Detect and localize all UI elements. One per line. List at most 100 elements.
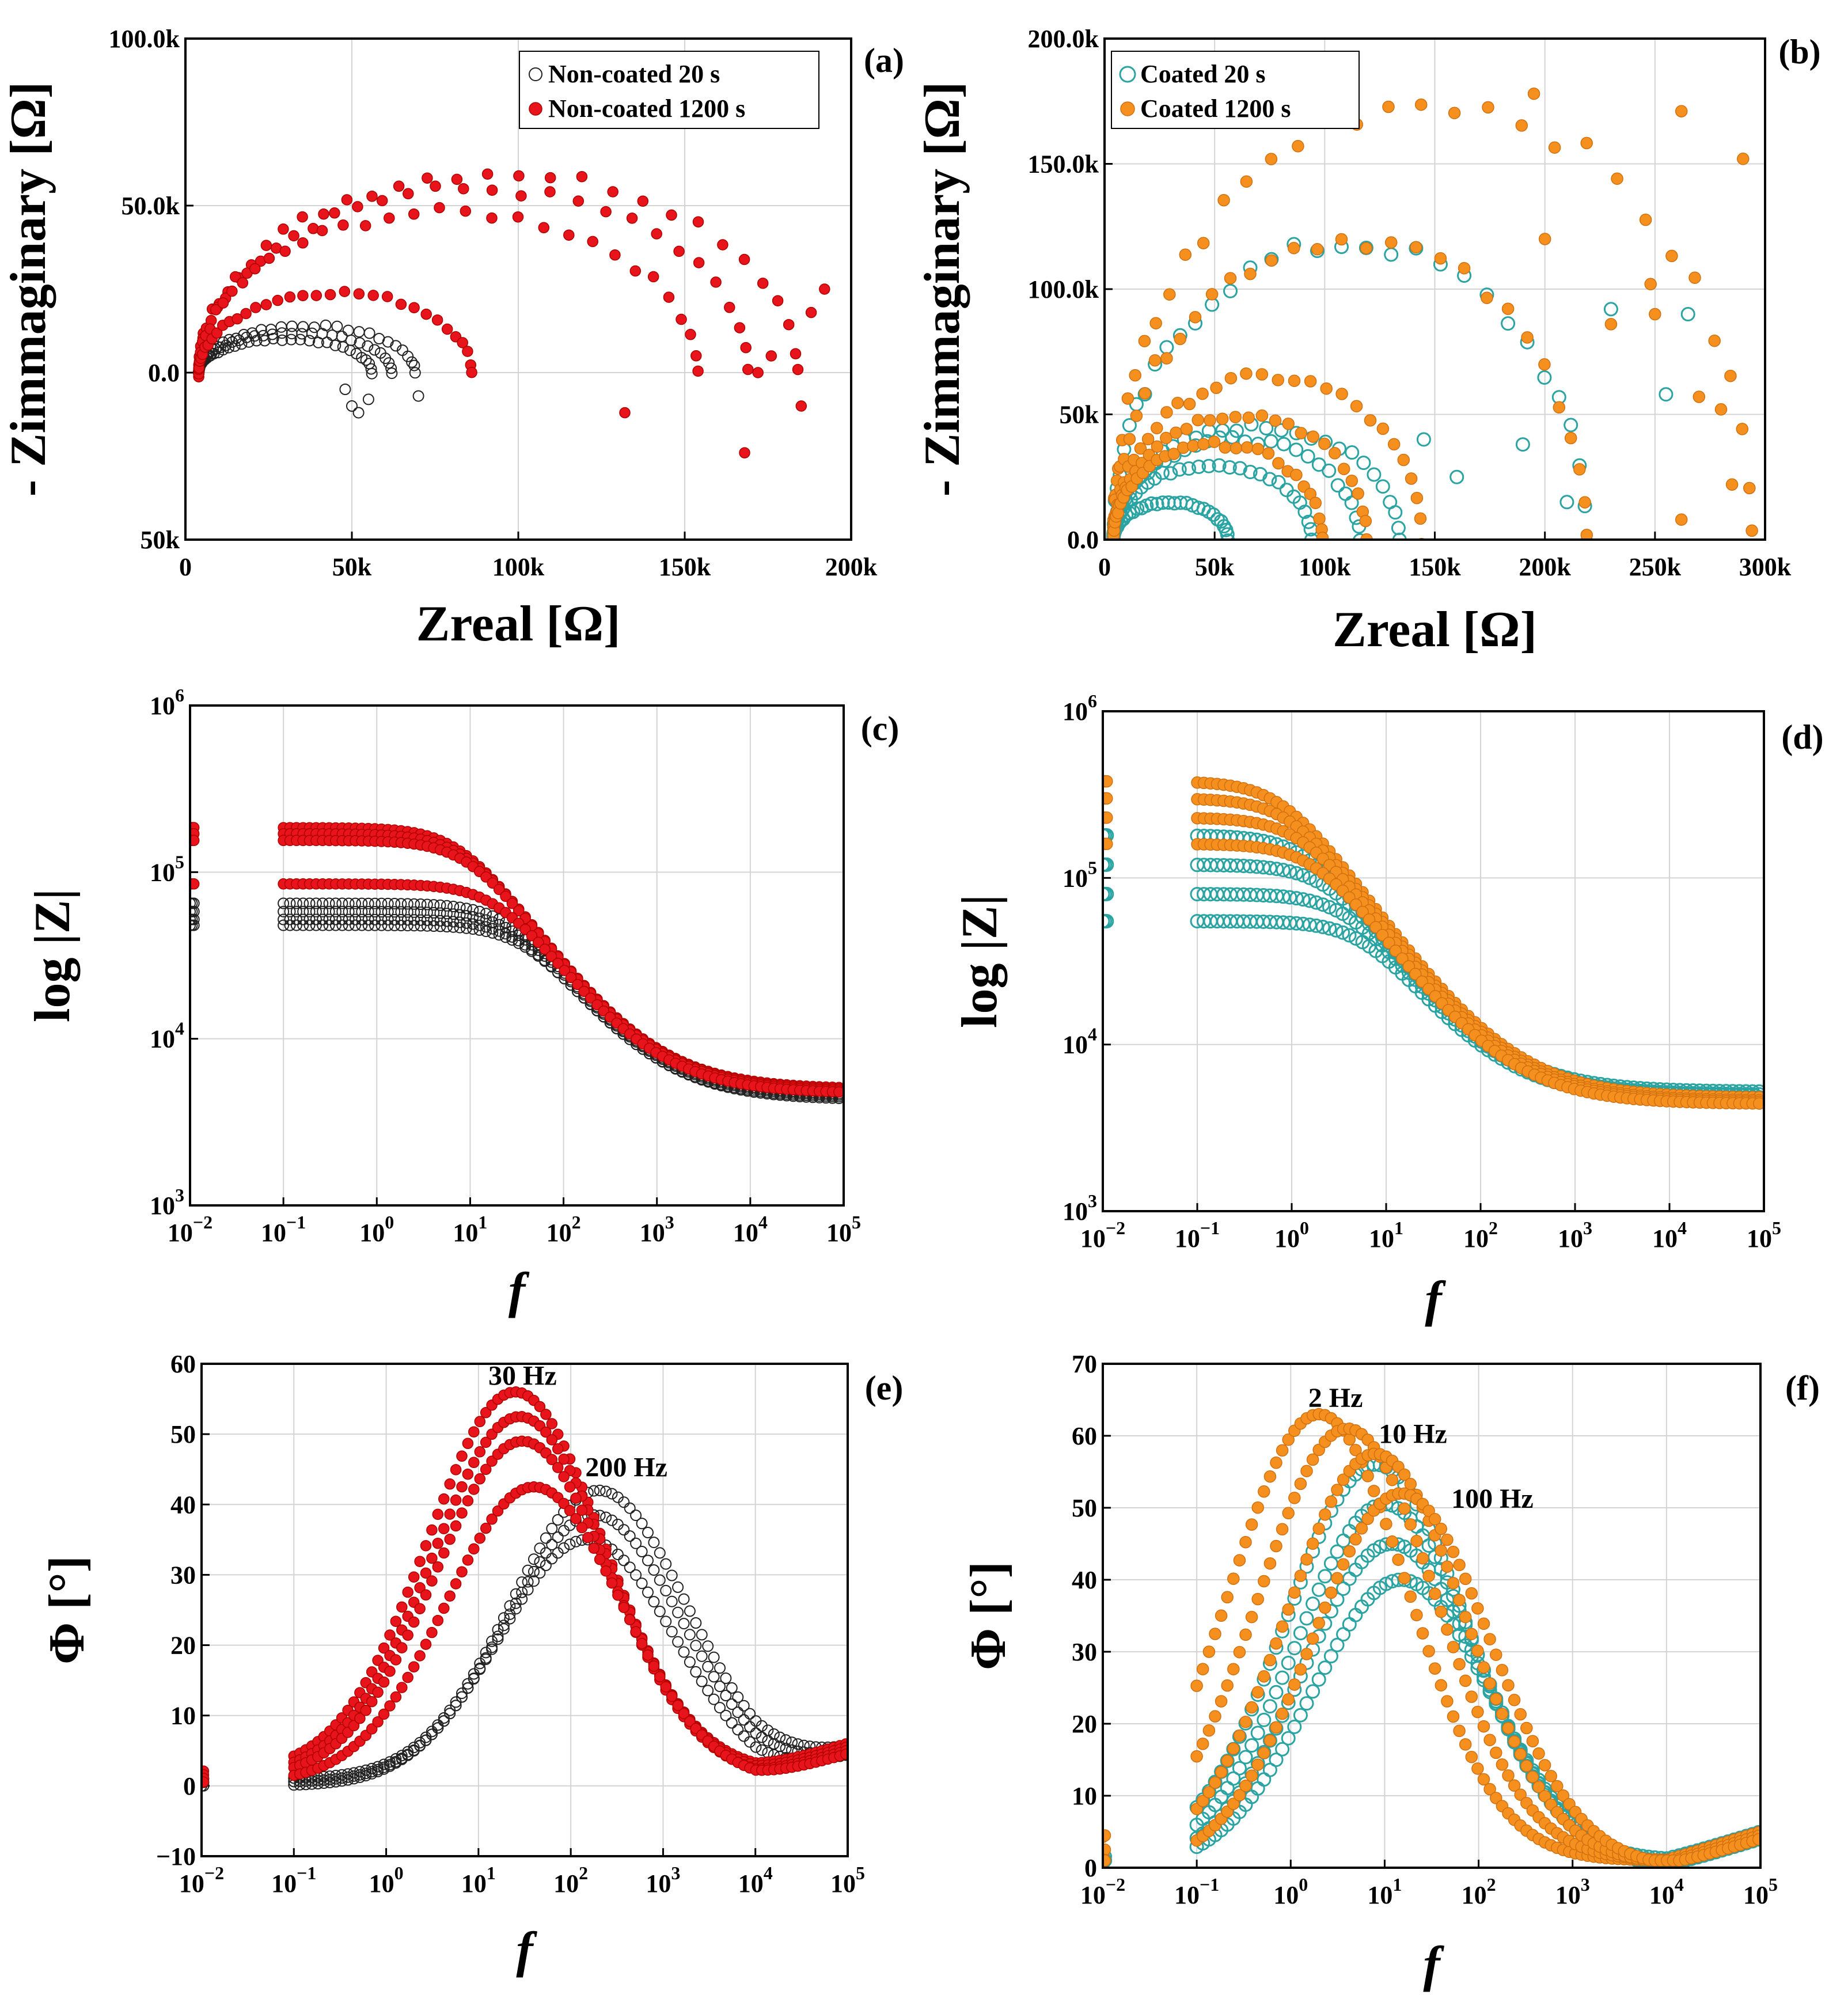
data-point (369, 906, 381, 917)
data-point (676, 313, 687, 325)
x-tick-label: 300k (1739, 553, 1792, 581)
data-point (1353, 533, 1367, 540)
data-point (714, 1681, 726, 1693)
data-point (1496, 1664, 1509, 1677)
data-point (350, 897, 361, 909)
y-tick-label: 104 (150, 1018, 184, 1053)
data-point (190, 919, 200, 931)
data-point (1714, 403, 1728, 416)
peak-annotation: 200 Hz (585, 1452, 667, 1482)
data-point (618, 1496, 630, 1508)
data-point (190, 835, 200, 847)
data-point (1693, 390, 1706, 403)
data-point (288, 230, 299, 242)
data-point (350, 905, 361, 917)
data-point (1276, 1523, 1289, 1536)
data-point (236, 338, 248, 350)
data-point (757, 278, 769, 289)
data-point (500, 890, 511, 902)
legend-marker (1120, 101, 1135, 116)
data-point (297, 211, 308, 223)
data-point (630, 1537, 642, 1549)
data-point (1223, 283, 1238, 298)
x-tick-label: 150k (659, 553, 711, 581)
panel-label: (a) (864, 41, 904, 79)
data-point (468, 1457, 480, 1469)
data-point (1227, 1663, 1240, 1675)
data-point (434, 202, 445, 214)
data-point (450, 1578, 462, 1590)
data-point (1239, 1716, 1252, 1728)
series-non-coated-1200-s (202, 1386, 848, 1788)
data-point (438, 1493, 450, 1505)
data-point (396, 1750, 408, 1762)
data-point (354, 1766, 366, 1778)
data-point (344, 344, 356, 356)
data-point (226, 285, 238, 297)
data-point (1335, 388, 1348, 400)
data-point (297, 919, 309, 931)
data-point (408, 302, 420, 313)
data-point (515, 190, 527, 202)
data-point (1244, 267, 1257, 280)
data-point (1477, 1617, 1490, 1630)
data-point (401, 914, 413, 926)
data-layer (1103, 775, 1764, 1110)
y-axis-label: log |Z| (952, 894, 1008, 1028)
data-point (774, 1731, 786, 1743)
data-point (466, 366, 477, 378)
x-axis-label: f (509, 1263, 530, 1319)
data-point (1580, 136, 1593, 150)
data-point (450, 1700, 462, 1712)
data-point (673, 245, 685, 257)
y-tick-label: 103 (1062, 1190, 1097, 1226)
data-point (190, 913, 196, 926)
y-tick-label: 30 (1072, 1638, 1097, 1666)
x-tick-label: 0 (1098, 553, 1111, 581)
data-point (1538, 1790, 1551, 1803)
data-point (1103, 1844, 1111, 1856)
data-point (1202, 1724, 1216, 1737)
data-point (1564, 431, 1577, 445)
data-point (409, 367, 421, 379)
data-point (1725, 478, 1739, 491)
data-point (588, 1485, 600, 1497)
data-point (576, 170, 588, 183)
data-point (792, 1738, 804, 1750)
data-point (1359, 514, 1372, 528)
x-tick-label: 103 (1558, 1218, 1592, 1253)
data-point (1222, 460, 1237, 475)
x-tick-label: 101 (453, 1212, 487, 1247)
data-point (1352, 487, 1364, 500)
data-point (1269, 862, 1284, 877)
data-point (624, 1530, 636, 1542)
data-point (1752, 1833, 1760, 1846)
data-point (444, 1508, 456, 1520)
data-point (1526, 1735, 1539, 1747)
data-point (389, 898, 401, 909)
data-point (354, 337, 366, 349)
data-point (1708, 334, 1721, 347)
data-point (375, 919, 388, 931)
data-point (460, 910, 472, 922)
data-point (356, 905, 368, 917)
data-point (1392, 532, 1407, 540)
data-point (600, 1565, 612, 1577)
panel-label: (f) (1785, 1369, 1820, 1407)
data-point (1345, 475, 1359, 487)
data-point (1611, 172, 1623, 185)
data-point (1288, 241, 1300, 255)
data-point (1215, 1766, 1228, 1778)
data-point (1482, 101, 1494, 114)
data-point (1688, 271, 1701, 284)
data-point (1300, 1465, 1313, 1477)
data-point (1251, 1592, 1264, 1606)
x-tick-label: 100 (1274, 1218, 1309, 1253)
data-point (406, 356, 418, 368)
data-point (390, 1691, 402, 1703)
data-point (284, 919, 296, 931)
data-point (369, 344, 381, 356)
data-point (1306, 1453, 1319, 1466)
data-point (516, 1593, 528, 1605)
y-tick-label: 60 (170, 1350, 196, 1378)
